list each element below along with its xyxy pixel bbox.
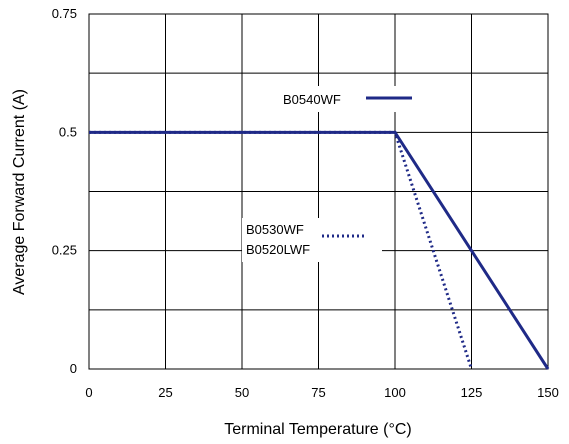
plot-frame [88,13,549,370]
x-tick-label-4: 100 [384,385,406,400]
x-tick-label-5: 125 [461,385,483,400]
x-tick-label-1: 25 [158,385,172,400]
x-tick-label-0: 0 [85,385,92,400]
x-tick-label-2: 50 [235,385,249,400]
y-tick-label-1: 0.25 [52,243,77,258]
legend-label-b0530wf: B0530WF [246,222,304,237]
y-tick-label-3: 0.75 [52,6,77,21]
legend: B0540WF B0530WF B0520LWF [242,86,422,262]
series [88,130,550,370]
tick-labels: 0 25 50 75 100 125 150 0 0.25 0.5 0.75 [52,6,559,400]
y-tick-label-2: 0.5 [59,124,77,139]
x-tick-label-3: 75 [311,385,325,400]
legend-box-b0530wf [242,218,382,262]
y-tick-label-0: 0 [70,361,77,376]
legend-label-b0520lwf: B0520LWF [246,242,310,257]
x-axis-title: Terminal Temperature (°C) [224,421,412,438]
legend-label-b0540wf: B0540WF [283,92,341,107]
grid [88,13,549,370]
y-axis-title: Average Forward Current (A) [11,89,28,295]
x-tick-label-6: 150 [537,385,559,400]
